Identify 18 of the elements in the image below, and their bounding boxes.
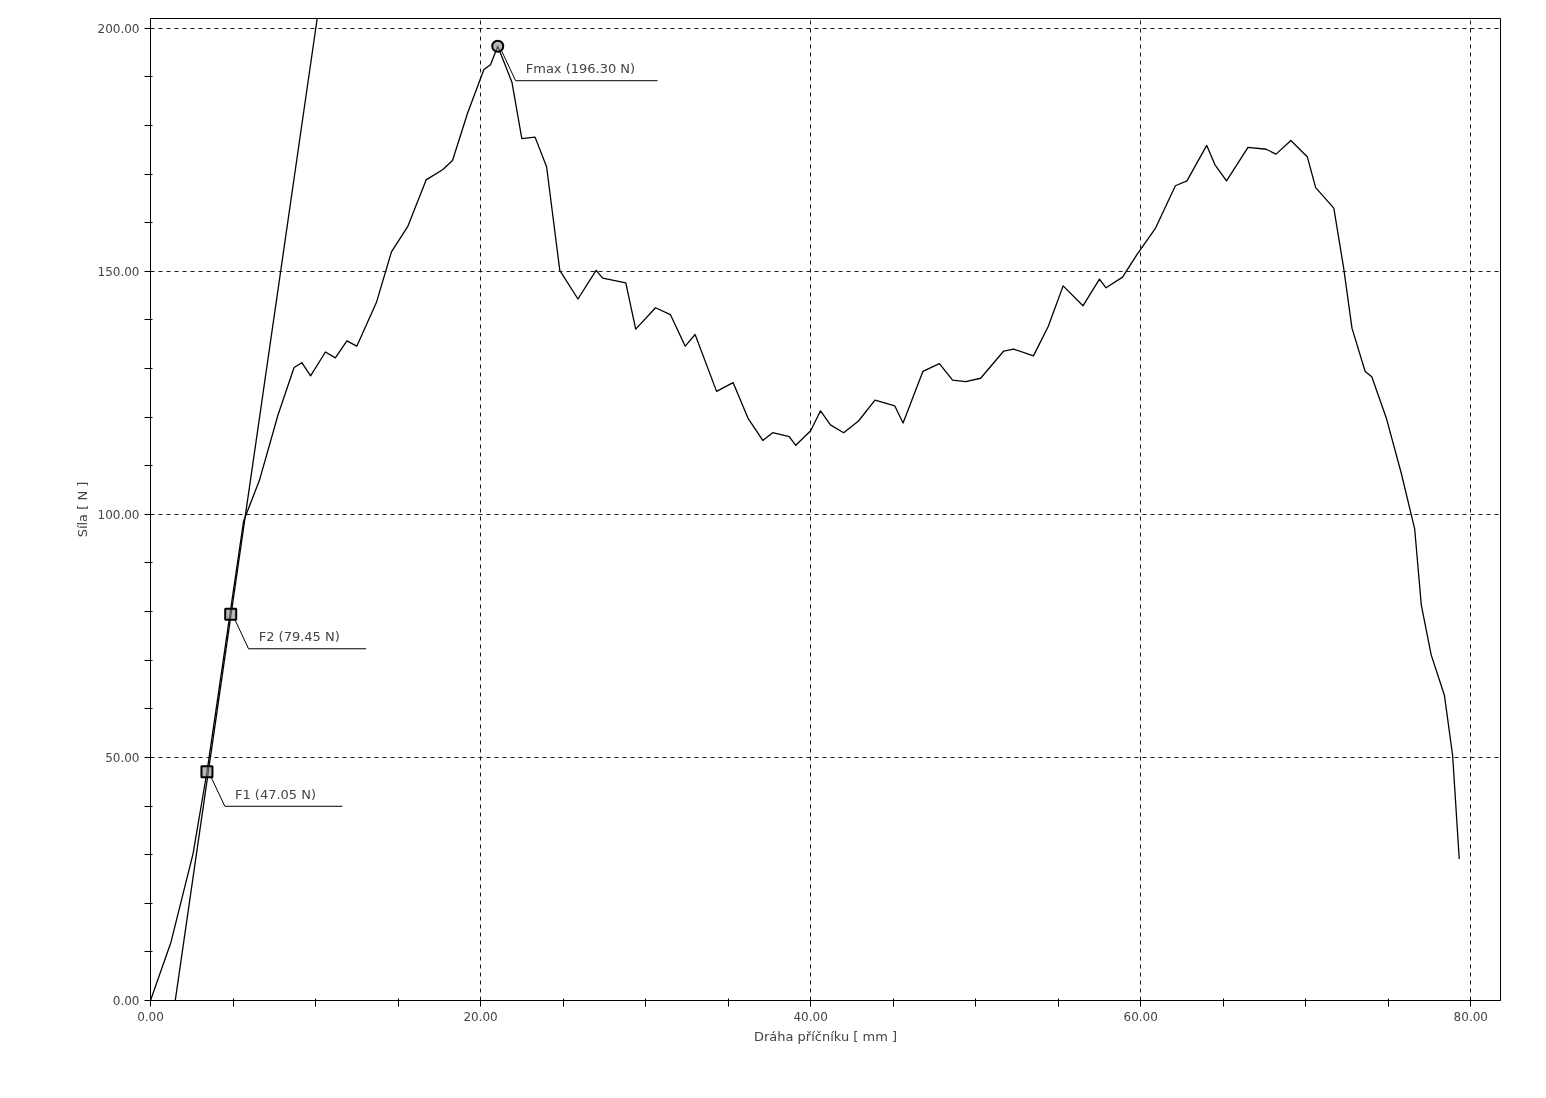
- x-tick-label: 80.00: [1453, 1009, 1488, 1024]
- x-tick-label: 20.00: [463, 1009, 498, 1024]
- point: [224, 607, 238, 621]
- y-tick-label: 0.00: [112, 994, 140, 1008]
- y-tick-label: 150.00: [97, 264, 140, 279]
- y-axis-title: Síla [ N ]: [74, 481, 90, 538]
- x-tick-label: 60.00: [1123, 1009, 1158, 1024]
- y-tick-label: 50.00: [105, 750, 140, 765]
- x-axis-title: Dráha příčníku [ mm ]: [753, 1028, 898, 1044]
- annotation: Fmax (196.30 N): [525, 61, 636, 77]
- annotation: F1 (47.05 N): [234, 786, 317, 802]
- annotation: F2 (79.45 N): [258, 629, 340, 645]
- y-tick-label: 200.00: [97, 21, 140, 36]
- point: [491, 39, 505, 53]
- x-tick-label: 0.00: [137, 1009, 164, 1024]
- x-tick-label: 40.00: [793, 1009, 828, 1024]
- y-tick-label: 100.00: [97, 507, 140, 522]
- point: [200, 765, 214, 779]
